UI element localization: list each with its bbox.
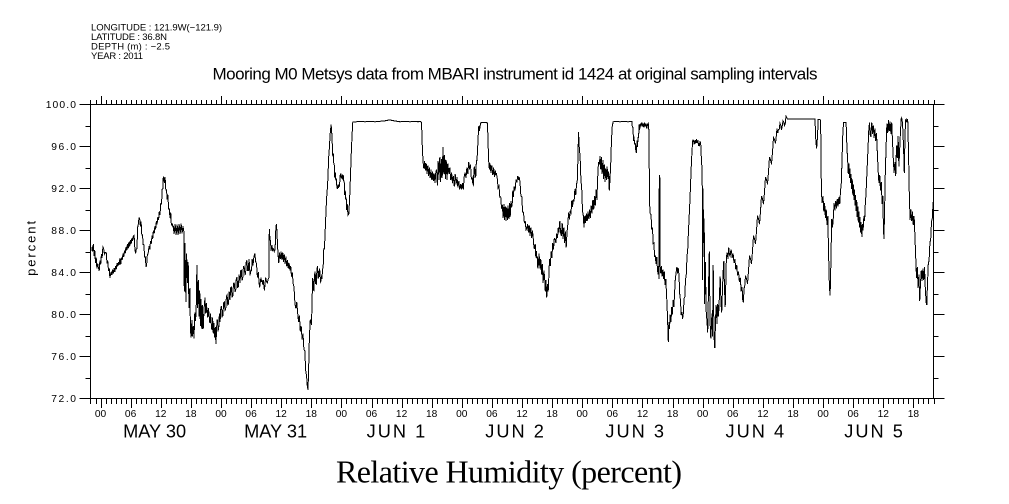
svg-text:Relative Humidity (percent): Relative Humidity (percent): [336, 454, 682, 490]
svg-text:06: 06: [486, 409, 498, 420]
svg-text:00: 00: [215, 409, 227, 420]
svg-text:06: 06: [848, 409, 860, 420]
svg-text:00: 00: [697, 409, 709, 420]
svg-text:18: 18: [426, 409, 438, 420]
svg-text:JUN 1: JUN 1: [367, 421, 426, 441]
svg-text:96.0: 96.0: [51, 142, 76, 153]
svg-text:12: 12: [878, 409, 890, 420]
svg-text:12: 12: [396, 409, 408, 420]
svg-text:JUN 5: JUN 5: [844, 421, 903, 441]
svg-text:06: 06: [607, 409, 619, 420]
svg-text:00: 00: [336, 409, 348, 420]
svg-text:12: 12: [637, 409, 649, 420]
svg-text:06: 06: [366, 409, 378, 420]
svg-text:JUN 4: JUN 4: [726, 421, 785, 441]
svg-text:00: 00: [95, 409, 107, 420]
svg-text:DEPTH (m) : −2.5: DEPTH (m) : −2.5: [91, 42, 170, 53]
svg-text:92.0: 92.0: [51, 184, 76, 195]
svg-text:12: 12: [155, 409, 167, 420]
svg-text:18: 18: [787, 409, 799, 420]
svg-text:88.0: 88.0: [51, 226, 76, 237]
svg-text:06: 06: [727, 409, 739, 420]
svg-text:18: 18: [667, 409, 679, 420]
svg-text:12: 12: [516, 409, 528, 420]
svg-text:06: 06: [245, 409, 257, 420]
svg-text:12: 12: [757, 409, 769, 420]
svg-text:JUN 3: JUN 3: [605, 421, 664, 441]
svg-text:100.0: 100.0: [46, 100, 77, 111]
svg-text:00: 00: [817, 409, 829, 420]
svg-text:YEAR : 2011: YEAR : 2011: [91, 51, 143, 62]
svg-text:MAY 31: MAY 31: [244, 421, 307, 441]
svg-text:76.0: 76.0: [51, 352, 76, 363]
svg-text:LONGITUDE : 121.9W(−121.9): LONGITUDE : 121.9W(−121.9): [91, 22, 222, 33]
svg-text:84.0: 84.0: [51, 268, 76, 279]
svg-text:JUN 2: JUN 2: [485, 421, 544, 441]
svg-text:LATITUDE : 36.8N: LATITUDE : 36.8N: [91, 32, 167, 43]
svg-text:18: 18: [306, 409, 318, 420]
svg-text:06: 06: [125, 409, 137, 420]
svg-text:percent: percent: [24, 221, 39, 276]
svg-text:72.0: 72.0: [51, 394, 76, 405]
svg-text:18: 18: [908, 409, 920, 420]
svg-text:80.0: 80.0: [51, 310, 76, 321]
svg-text:18: 18: [546, 409, 558, 420]
svg-text:00: 00: [577, 409, 589, 420]
svg-text:MAY 30: MAY 30: [123, 421, 186, 441]
svg-text:18: 18: [185, 409, 197, 420]
svg-text:00: 00: [456, 409, 468, 420]
svg-text:12: 12: [276, 409, 288, 420]
svg-text:Mooring M0 Metsys data from MB: Mooring M0 Metsys data from MBARI instru…: [213, 65, 818, 84]
